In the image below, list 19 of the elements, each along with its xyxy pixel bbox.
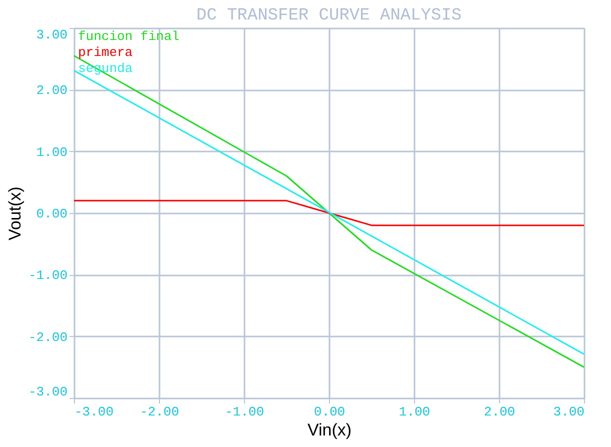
y-tick-label: -2.00 [28,330,68,345]
y-tick-label: 1.00 [36,144,68,160]
x-tick-label: -1.00 [224,404,264,420]
y-axis-title: Vout(x) [5,186,24,240]
series-label: funcion final [78,29,180,44]
y-tick-label: 2.00 [36,83,68,98]
x-tick-label: 1.00 [398,404,430,420]
x-axis-title: Vin(x) [307,420,352,440]
chart-title: DC TRANSFER CURVE ANALYSIS [196,6,462,26]
x-tick-label: -3.00 [74,404,114,420]
text: primera [78,45,133,60]
y-tick-label: 0.00 [36,206,68,222]
y-tick-label: -3.00 [28,384,68,400]
x-tick-label: 0.00 [314,404,346,420]
y-tick-label: -1.00 [28,268,68,284]
x-tick-label: 3.00 [553,404,584,420]
x-tick-label: 2.00 [484,404,516,420]
y-tick-label: 3.00 [36,28,68,42]
x-tick-label: -2.00 [140,404,180,420]
